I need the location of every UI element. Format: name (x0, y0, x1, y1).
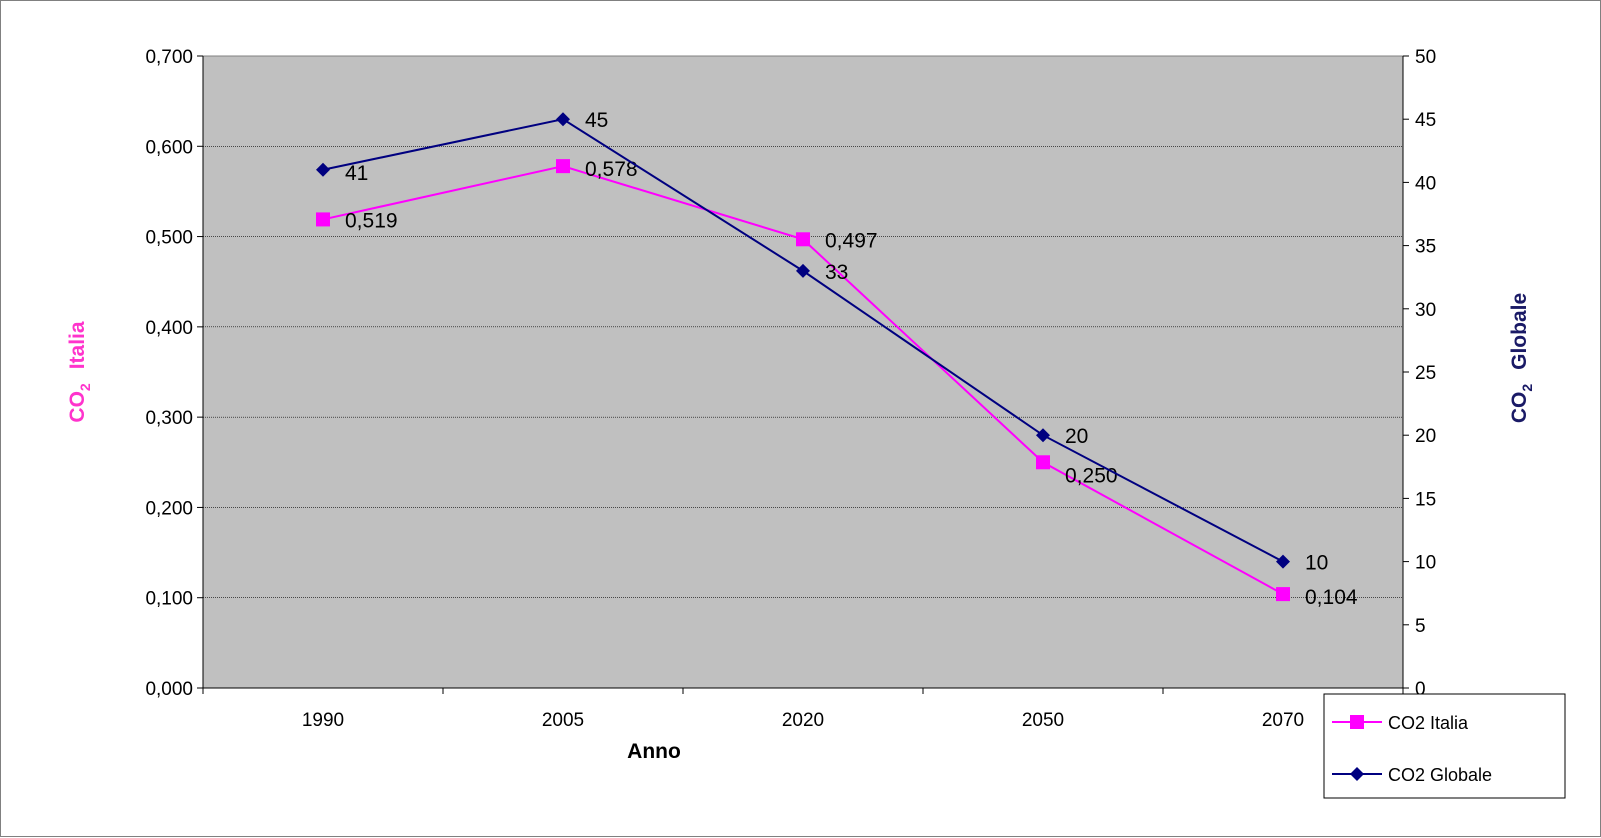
left-y-axis-title-subscript: 2 (77, 383, 93, 391)
right-y-axis-title: CO2 Globale (1508, 293, 1535, 423)
legend: CO2 Italia CO2 Globale (1323, 693, 1566, 799)
data-point-marker (316, 162, 330, 177)
left-y-tick-label: 0,200 (145, 498, 193, 519)
right-y-axis-title-subscript: 2 (1519, 384, 1535, 392)
left-y-tick-label: 0,100 (145, 589, 193, 610)
right-y-axis-title-rest: Globale (1508, 293, 1531, 370)
x-tick-label: 2050 (1022, 710, 1064, 731)
series-co2-italia: 0,519 0,578 0,497 0,250 0,104 (316, 158, 1358, 609)
legend-items: CO2 Italia CO2 Globale (1332, 713, 1492, 785)
right-y-tick-label: 5 (1415, 616, 1426, 637)
right-y-tick-label: 40 (1415, 173, 1436, 194)
series-co2-globale: 41 45 33 20 10 (316, 109, 1328, 575)
plot-area (202, 55, 1404, 689)
data-point-marker (556, 112, 570, 127)
data-label: 20 (1065, 425, 1088, 448)
data-point-marker (1276, 554, 1290, 569)
right-y-tick-label: 35 (1415, 237, 1436, 258)
x-axis: 1990 2005 2020 2050 2070 (202, 687, 1404, 731)
data-point-marker (1276, 587, 1290, 602)
right-y-tick-label: 45 (1415, 110, 1436, 131)
right-y-axis: 0 5 10 15 20 25 30 35 40 45 50 (1402, 47, 1436, 700)
data-point-marker (796, 232, 810, 247)
left-y-tick-label: 0,600 (145, 137, 193, 158)
right-y-axis-title-main: CO (1508, 392, 1531, 424)
data-label: 10 (1305, 552, 1328, 575)
right-y-tick-label: 20 (1415, 426, 1436, 447)
data-point-marker (556, 159, 570, 174)
data-label: 41 (345, 162, 368, 185)
left-y-tick-label: 0,700 (145, 47, 193, 68)
legend-label: CO2 Italia (1388, 713, 1469, 733)
x-tick-label: 1990 (302, 710, 344, 731)
legend-label: CO2 Globale (1388, 765, 1492, 785)
data-point-marker (1036, 455, 1050, 470)
data-label: 0,578 (585, 158, 638, 181)
data-label: 0,519 (345, 209, 398, 232)
legend-box (1323, 693, 1566, 799)
right-y-tick-label: 25 (1415, 363, 1436, 384)
right-y-tick-label: 10 (1415, 553, 1436, 574)
left-y-tick-label: 0,400 (145, 318, 193, 339)
x-tick-label: 2005 (542, 710, 584, 731)
data-label: 0,250 (1065, 464, 1118, 487)
legend-marker (1350, 767, 1364, 781)
right-y-tick-label: 0 (1415, 679, 1426, 700)
legend-marker (1350, 715, 1364, 729)
left-y-axis-title-rest: Italia (66, 321, 89, 369)
data-label: 0,497 (825, 229, 878, 252)
data-label: 45 (585, 109, 608, 132)
left-y-tick-label: 0,500 (145, 228, 193, 249)
data-point-marker (1036, 428, 1050, 443)
data-label: 33 (825, 261, 848, 284)
left-y-axis: 0,000 0,100 0,200 0,300 0,400 0,500 0,600 0,700 (145, 47, 204, 700)
data-label: 0,104 (1305, 586, 1358, 609)
x-tick-label: 2020 (782, 710, 824, 731)
right-y-tick-label: 30 (1415, 300, 1436, 321)
series-layer: 0,519 0,578 0,497 0,250 0,104 41 45 33 20 10 (316, 109, 1358, 609)
left-y-tick-label: 0,300 (145, 408, 193, 429)
x-axis-title: Anno (627, 740, 681, 763)
right-y-tick-label: 50 (1415, 47, 1436, 68)
left-y-axis-title-main: CO (66, 391, 89, 423)
data-point-marker (316, 212, 330, 227)
right-y-tick-label: 15 (1415, 489, 1436, 510)
x-tick-label: 2070 (1262, 710, 1304, 731)
data-point-marker (796, 263, 810, 278)
left-y-axis-title: CO2 Italia (66, 321, 93, 422)
left-y-tick-label: 0,000 (145, 679, 193, 700)
